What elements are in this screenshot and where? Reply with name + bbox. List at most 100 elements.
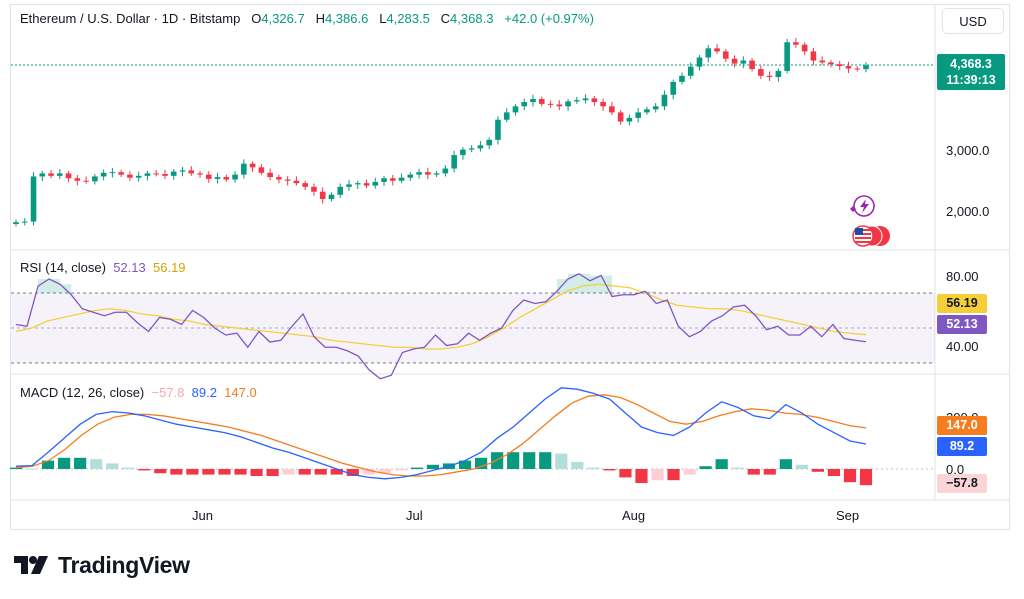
candle-body (460, 149, 466, 156)
open-label: O (251, 11, 262, 26)
candle-body (635, 112, 641, 118)
candle-body (381, 178, 387, 182)
low-value: 4,283.5 (386, 11, 430, 26)
macd-signal-tag: 147.0 (937, 416, 987, 435)
macd-histogram-bar (378, 469, 391, 474)
candles-layer (13, 37, 869, 227)
macd-histogram-bar (859, 469, 873, 486)
macd-histogram-bar (507, 452, 520, 469)
macd-tag: 89.2 (937, 437, 987, 456)
candle-body (372, 181, 379, 186)
macd-histogram-bar (747, 469, 760, 475)
macd-signal-value: 147.0 (224, 385, 257, 400)
candle-body (731, 58, 738, 64)
rsi-overbought-fill (49, 279, 61, 293)
candle-body (21, 221, 28, 223)
rsi-axis-label: 40.00 (946, 339, 979, 354)
candle-body (854, 68, 861, 70)
last-price: 4,368.3 (950, 57, 992, 71)
macd-histogram-bar (330, 469, 343, 475)
candle-body (13, 222, 19, 225)
macd-histogram-bar (170, 469, 183, 475)
candle-body (775, 70, 782, 78)
macd-histogram-bar (186, 469, 199, 475)
candle-body (241, 163, 247, 175)
candle-body (135, 175, 142, 178)
macd-histogram-bar (827, 469, 841, 476)
time-axis-label: Aug (622, 508, 646, 523)
macd-histogram-bar (683, 469, 696, 475)
candle-body (722, 51, 729, 59)
candle-body (425, 172, 431, 175)
macd-histogram-bar (795, 464, 808, 469)
macd-hist-tag: −57.8 (937, 474, 987, 493)
candle-body (205, 174, 212, 179)
close-label: C (440, 11, 451, 26)
rsi-value: 52.13 (113, 260, 146, 275)
candle-body (512, 106, 519, 113)
macd-histogram-bar (218, 469, 231, 475)
candle-body (661, 94, 668, 107)
macd-histogram-bar (571, 462, 584, 469)
macd-histogram-bar (779, 459, 792, 469)
candle-body (538, 98, 545, 104)
candle-body (863, 65, 869, 70)
high-label: H (315, 11, 325, 26)
macd-histogram-bar (74, 457, 87, 469)
rsi-overbought-fill (578, 273, 591, 293)
macd-axis-label: 0.0 (946, 462, 965, 477)
macd-histogram-bar (811, 469, 824, 472)
tradingview-logo[interactable]: TradingView (14, 550, 190, 580)
rsi-legend: RSI (14, close) 52.13 56.19 (20, 260, 186, 275)
macd-histogram-bar (491, 452, 504, 469)
macd-histogram-bar (555, 453, 568, 469)
macd-histogram-bar (362, 469, 375, 475)
macd-histogram-bar (587, 467, 600, 469)
candle-body (109, 172, 116, 174)
candle-body (670, 81, 677, 95)
macd-histogram-bar (346, 469, 359, 476)
macd-title[interactable]: MACD (12, 26, close) (20, 385, 145, 400)
candle-body (118, 172, 124, 175)
candle-body (48, 173, 54, 176)
rsi-title[interactable]: RSI (14, close) (20, 260, 106, 275)
low-label: L (379, 11, 387, 26)
macd-histogram-bar (667, 469, 680, 481)
candle-body (828, 62, 834, 65)
candle-body (503, 112, 510, 120)
lightning-icon[interactable] (850, 195, 875, 217)
candle-body (398, 177, 405, 181)
candle-body (591, 98, 598, 103)
candle-body (477, 145, 484, 149)
candle-body (766, 75, 773, 78)
candle-body (293, 180, 300, 184)
macd-histogram-bar (603, 469, 616, 471)
candle-body (390, 178, 396, 181)
candle-body (784, 42, 790, 71)
candle-body (74, 178, 81, 181)
macd-histogram-bar (58, 457, 71, 469)
candle-body (574, 100, 580, 102)
rsi-overbought-fill (567, 273, 579, 293)
macd-histogram-bar (122, 467, 135, 469)
candle-body (521, 102, 528, 107)
macd-hist-value: −57.8 (151, 385, 185, 400)
us-flag-icon[interactable] (852, 225, 890, 247)
macd-histogram-bar (699, 466, 712, 469)
candle-body (258, 167, 265, 173)
currency-button[interactable]: USD (942, 8, 1004, 34)
price-axis-label: 3,000.0 (946, 143, 990, 158)
symbol-title[interactable]: Ethereum / U.S. Dollar · 1D · Bitstamp (20, 11, 241, 26)
rsi-ma-value: 56.19 (153, 260, 186, 275)
tradingview-wordmark: TradingView (58, 551, 190, 578)
chart-frame (10, 4, 1010, 530)
macd-value: 89.2 (191, 385, 217, 400)
candle-body (442, 168, 449, 174)
macd-histogram-bar (282, 469, 295, 475)
macd-histogram-bar (314, 469, 327, 475)
rsi-layer (15, 273, 867, 380)
macd-histogram-bar (731, 467, 744, 469)
candle-body (223, 177, 230, 180)
macd-histogram-bar (106, 463, 119, 469)
